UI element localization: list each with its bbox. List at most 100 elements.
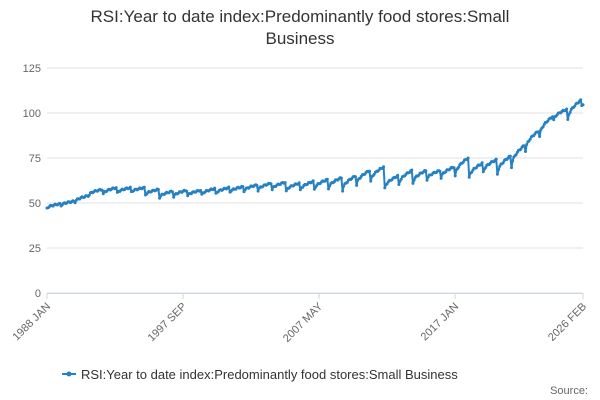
data-point[interactable] <box>87 193 91 197</box>
data-point[interactable] <box>368 169 371 173</box>
data-point[interactable] <box>551 115 554 119</box>
x-tick-label: 1988 JAN <box>10 301 53 344</box>
x-tick-label: 2026 FEB <box>546 301 589 344</box>
y-tick-label: 75 <box>29 153 41 165</box>
data-point[interactable] <box>536 130 540 134</box>
y-tick-label: 100 <box>23 108 41 120</box>
data-point[interactable] <box>101 192 105 196</box>
data-point[interactable] <box>186 194 190 198</box>
data-point[interactable] <box>579 98 583 102</box>
data-point[interactable] <box>528 137 532 141</box>
data-point[interactable] <box>524 150 527 153</box>
data-point[interactable] <box>495 172 499 176</box>
data-point[interactable] <box>369 179 373 183</box>
data-point[interactable] <box>514 153 518 157</box>
data-point[interactable] <box>256 189 260 193</box>
source-label: Source: <box>550 385 588 397</box>
data-point[interactable] <box>270 188 274 192</box>
chart-title-line-2: Business <box>265 29 335 48</box>
data-point[interactable] <box>424 169 428 173</box>
data-point[interactable] <box>328 184 332 188</box>
data-point[interactable] <box>142 185 146 189</box>
data-point[interactable] <box>58 201 62 205</box>
data-point[interactable] <box>425 178 429 182</box>
data-point[interactable] <box>467 175 471 179</box>
legend-marker <box>66 371 72 377</box>
data-point[interactable] <box>484 166 488 169</box>
data-point[interactable] <box>297 181 301 185</box>
data-point[interactable] <box>284 189 288 193</box>
data-point[interactable] <box>581 103 585 107</box>
data-point[interactable] <box>439 176 443 180</box>
data-point[interactable] <box>541 125 545 129</box>
y-tick-label: 25 <box>29 243 41 255</box>
data-point[interactable] <box>128 185 132 189</box>
data-point[interactable] <box>241 185 245 189</box>
data-point[interactable] <box>311 179 315 183</box>
data-point[interactable] <box>227 185 231 189</box>
series-layer <box>45 98 585 210</box>
data-point[interactable] <box>399 177 403 181</box>
data-point[interactable] <box>466 156 470 160</box>
data-point[interactable] <box>453 174 457 178</box>
data-point[interactable] <box>494 157 498 161</box>
data-point[interactable] <box>156 188 160 191</box>
data-point[interactable] <box>341 189 345 193</box>
data-point[interactable] <box>199 189 203 192</box>
data-point[interactable] <box>412 178 416 182</box>
legend[interactable]: RSI:Year to date index:Predominantly foo… <box>62 367 458 382</box>
data-point[interactable] <box>73 201 77 205</box>
data-point[interactable] <box>498 164 502 168</box>
data-point[interactable] <box>568 110 572 114</box>
data-point[interactable] <box>172 195 176 199</box>
data-point[interactable] <box>522 144 526 148</box>
data-point[interactable] <box>452 166 456 170</box>
chart-title-line-1: RSI:Year to date index:Predominantly foo… <box>90 7 510 26</box>
data-point[interactable] <box>552 118 556 122</box>
data-point[interactable] <box>355 183 359 187</box>
data-point[interactable] <box>255 183 259 187</box>
data-point[interactable] <box>525 143 529 146</box>
data-point[interactable] <box>283 181 287 185</box>
data-point[interactable] <box>396 173 400 177</box>
data-point[interactable] <box>114 186 118 190</box>
data-point[interactable] <box>372 172 376 176</box>
data-point[interactable] <box>438 169 442 173</box>
data-point[interactable] <box>213 186 217 190</box>
data-point[interactable] <box>397 183 401 186</box>
data-point[interactable] <box>573 104 577 108</box>
data-point[interactable] <box>339 176 343 180</box>
data-point[interactable] <box>327 187 330 191</box>
legend-label: RSI:Year to date index:Predominantly foo… <box>81 367 458 382</box>
data-point[interactable] <box>457 165 461 169</box>
y-tick-label: 125 <box>23 63 41 75</box>
data-point[interactable] <box>100 188 104 192</box>
y-tick-label: 50 <box>29 198 41 210</box>
data-point[interactable] <box>511 159 515 163</box>
data-point[interactable] <box>383 186 387 190</box>
data-point[interactable] <box>411 181 415 185</box>
data-point[interactable] <box>510 166 513 170</box>
data-point[interactable] <box>508 154 512 158</box>
data-point[interactable] <box>158 196 162 200</box>
data-point[interactable] <box>565 107 569 111</box>
data-point[interactable] <box>382 165 386 169</box>
x-tick-label: 2007 MAY <box>281 300 326 345</box>
x-tick-label: 2017 JAN <box>419 301 462 344</box>
data-point[interactable] <box>410 168 414 172</box>
data-point[interactable] <box>566 118 570 121</box>
data-point[interactable] <box>342 184 346 188</box>
data-point[interactable] <box>325 177 329 181</box>
chart-title: RSI:Year to date index:Predominantly foo… <box>0 6 600 50</box>
data-point[interactable] <box>497 168 501 171</box>
data-point[interactable] <box>480 161 484 165</box>
data-point[interactable] <box>185 189 189 193</box>
data-point[interactable] <box>269 182 273 186</box>
grid-layer <box>47 67 583 294</box>
data-point[interactable] <box>171 190 174 194</box>
data-point[interactable] <box>501 161 505 165</box>
data-point[interactable] <box>538 135 542 138</box>
series-line[interactable] <box>46 98 584 209</box>
data-point[interactable] <box>481 170 485 174</box>
data-point[interactable] <box>354 175 357 179</box>
